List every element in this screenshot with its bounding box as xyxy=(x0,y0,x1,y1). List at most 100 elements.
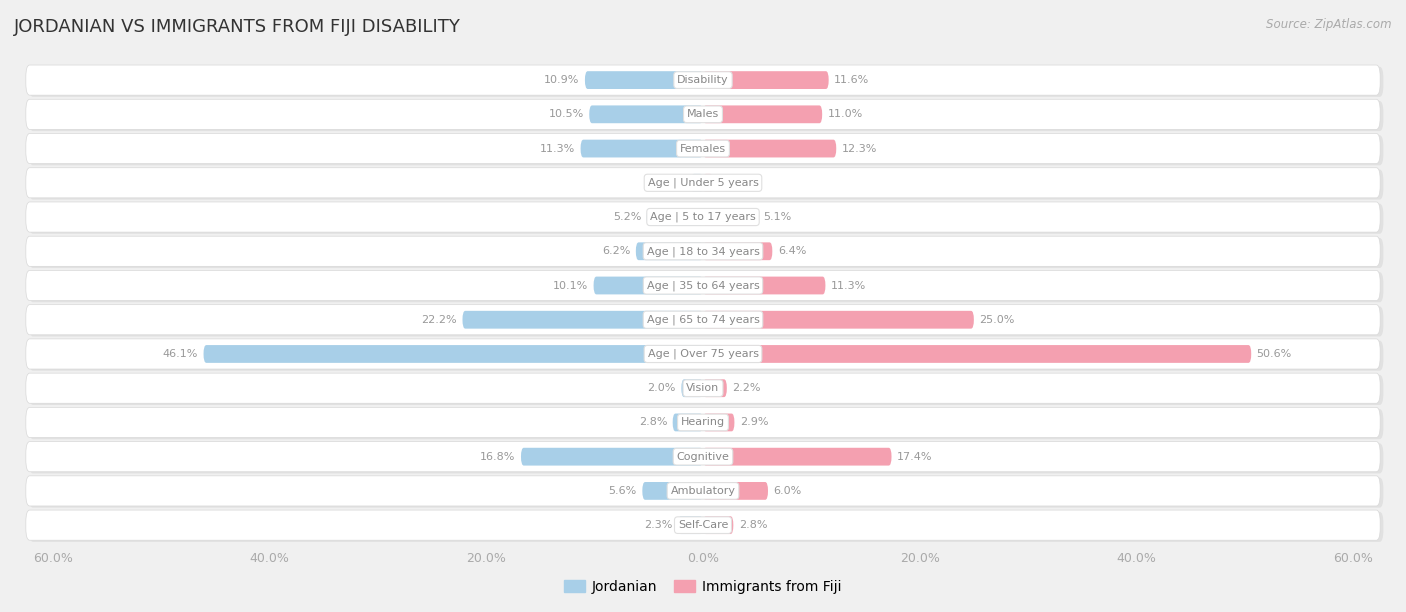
FancyBboxPatch shape xyxy=(25,202,1381,232)
Text: Age | 35 to 64 years: Age | 35 to 64 years xyxy=(647,280,759,291)
Text: 6.0%: 6.0% xyxy=(773,486,801,496)
Text: 50.6%: 50.6% xyxy=(1257,349,1292,359)
FancyBboxPatch shape xyxy=(703,311,974,329)
FancyBboxPatch shape xyxy=(25,476,1381,506)
Text: Males: Males xyxy=(688,110,718,119)
FancyBboxPatch shape xyxy=(692,174,703,192)
Text: Hearing: Hearing xyxy=(681,417,725,427)
Text: Source: ZipAtlas.com: Source: ZipAtlas.com xyxy=(1267,18,1392,31)
Text: 22.2%: 22.2% xyxy=(422,315,457,325)
FancyBboxPatch shape xyxy=(25,133,1381,163)
FancyBboxPatch shape xyxy=(703,140,837,157)
FancyBboxPatch shape xyxy=(30,272,1384,302)
Text: 10.1%: 10.1% xyxy=(553,280,588,291)
Text: Ambulatory: Ambulatory xyxy=(671,486,735,496)
FancyBboxPatch shape xyxy=(703,414,734,431)
FancyBboxPatch shape xyxy=(672,414,703,431)
Text: 1.1%: 1.1% xyxy=(658,178,686,188)
Text: 6.2%: 6.2% xyxy=(602,246,630,256)
Text: 46.1%: 46.1% xyxy=(163,349,198,359)
Text: Age | 5 to 17 years: Age | 5 to 17 years xyxy=(650,212,756,222)
Text: Age | Over 75 years: Age | Over 75 years xyxy=(648,349,758,359)
FancyBboxPatch shape xyxy=(30,238,1384,268)
FancyBboxPatch shape xyxy=(589,105,703,123)
FancyBboxPatch shape xyxy=(581,140,703,157)
Text: 17.4%: 17.4% xyxy=(897,452,932,461)
FancyBboxPatch shape xyxy=(30,135,1384,165)
FancyBboxPatch shape xyxy=(703,379,727,397)
FancyBboxPatch shape xyxy=(25,408,1381,438)
FancyBboxPatch shape xyxy=(25,236,1381,266)
FancyBboxPatch shape xyxy=(703,345,1251,363)
FancyBboxPatch shape xyxy=(30,512,1384,542)
FancyBboxPatch shape xyxy=(703,517,734,534)
Text: 6.4%: 6.4% xyxy=(778,246,806,256)
Text: 2.3%: 2.3% xyxy=(644,520,672,530)
FancyBboxPatch shape xyxy=(30,477,1384,508)
FancyBboxPatch shape xyxy=(643,482,703,500)
FancyBboxPatch shape xyxy=(703,105,823,123)
FancyBboxPatch shape xyxy=(463,311,703,329)
FancyBboxPatch shape xyxy=(682,379,703,397)
FancyBboxPatch shape xyxy=(30,409,1384,439)
Text: 5.1%: 5.1% xyxy=(763,212,792,222)
FancyBboxPatch shape xyxy=(25,65,1381,95)
Text: 16.8%: 16.8% xyxy=(481,452,516,461)
FancyBboxPatch shape xyxy=(30,170,1384,200)
Text: 10.9%: 10.9% xyxy=(544,75,579,85)
FancyBboxPatch shape xyxy=(703,448,891,466)
Text: Females: Females xyxy=(681,144,725,154)
Text: Self-Care: Self-Care xyxy=(678,520,728,530)
FancyBboxPatch shape xyxy=(25,99,1381,129)
FancyBboxPatch shape xyxy=(25,271,1381,300)
FancyBboxPatch shape xyxy=(703,482,768,500)
FancyBboxPatch shape xyxy=(636,242,703,260)
FancyBboxPatch shape xyxy=(30,341,1384,371)
Text: 2.8%: 2.8% xyxy=(638,417,668,427)
Text: Vision: Vision xyxy=(686,383,720,393)
Text: 2.2%: 2.2% xyxy=(733,383,761,393)
FancyBboxPatch shape xyxy=(585,71,703,89)
Text: 10.5%: 10.5% xyxy=(548,110,583,119)
FancyBboxPatch shape xyxy=(30,307,1384,337)
Text: 2.9%: 2.9% xyxy=(740,417,768,427)
Text: 11.3%: 11.3% xyxy=(831,280,866,291)
FancyBboxPatch shape xyxy=(703,208,758,226)
Text: Age | Under 5 years: Age | Under 5 years xyxy=(648,177,758,188)
FancyBboxPatch shape xyxy=(703,277,825,294)
Text: 11.0%: 11.0% xyxy=(828,110,863,119)
FancyBboxPatch shape xyxy=(25,339,1381,369)
FancyBboxPatch shape xyxy=(30,67,1384,97)
Text: 11.3%: 11.3% xyxy=(540,144,575,154)
Text: 12.3%: 12.3% xyxy=(842,144,877,154)
FancyBboxPatch shape xyxy=(30,443,1384,474)
Legend: Jordanian, Immigrants from Fiji: Jordanian, Immigrants from Fiji xyxy=(558,574,848,599)
FancyBboxPatch shape xyxy=(30,204,1384,234)
Text: 2.0%: 2.0% xyxy=(648,383,676,393)
Text: 2.8%: 2.8% xyxy=(738,520,768,530)
FancyBboxPatch shape xyxy=(703,71,828,89)
Text: Age | 65 to 74 years: Age | 65 to 74 years xyxy=(647,315,759,325)
FancyBboxPatch shape xyxy=(593,277,703,294)
Text: Age | 18 to 34 years: Age | 18 to 34 years xyxy=(647,246,759,256)
FancyBboxPatch shape xyxy=(678,517,703,534)
FancyBboxPatch shape xyxy=(30,375,1384,405)
Text: Disability: Disability xyxy=(678,75,728,85)
FancyBboxPatch shape xyxy=(30,101,1384,131)
FancyBboxPatch shape xyxy=(703,174,713,192)
FancyBboxPatch shape xyxy=(703,242,772,260)
Text: 5.6%: 5.6% xyxy=(609,486,637,496)
Text: 0.92%: 0.92% xyxy=(718,178,754,188)
Text: JORDANIAN VS IMMIGRANTS FROM FIJI DISABILITY: JORDANIAN VS IMMIGRANTS FROM FIJI DISABI… xyxy=(14,18,461,36)
Text: 25.0%: 25.0% xyxy=(980,315,1015,325)
FancyBboxPatch shape xyxy=(25,373,1381,403)
FancyBboxPatch shape xyxy=(25,510,1381,540)
FancyBboxPatch shape xyxy=(647,208,703,226)
FancyBboxPatch shape xyxy=(25,168,1381,198)
FancyBboxPatch shape xyxy=(25,442,1381,472)
FancyBboxPatch shape xyxy=(522,448,703,466)
Text: 5.2%: 5.2% xyxy=(613,212,641,222)
Text: 11.6%: 11.6% xyxy=(834,75,869,85)
FancyBboxPatch shape xyxy=(25,305,1381,335)
FancyBboxPatch shape xyxy=(204,345,703,363)
